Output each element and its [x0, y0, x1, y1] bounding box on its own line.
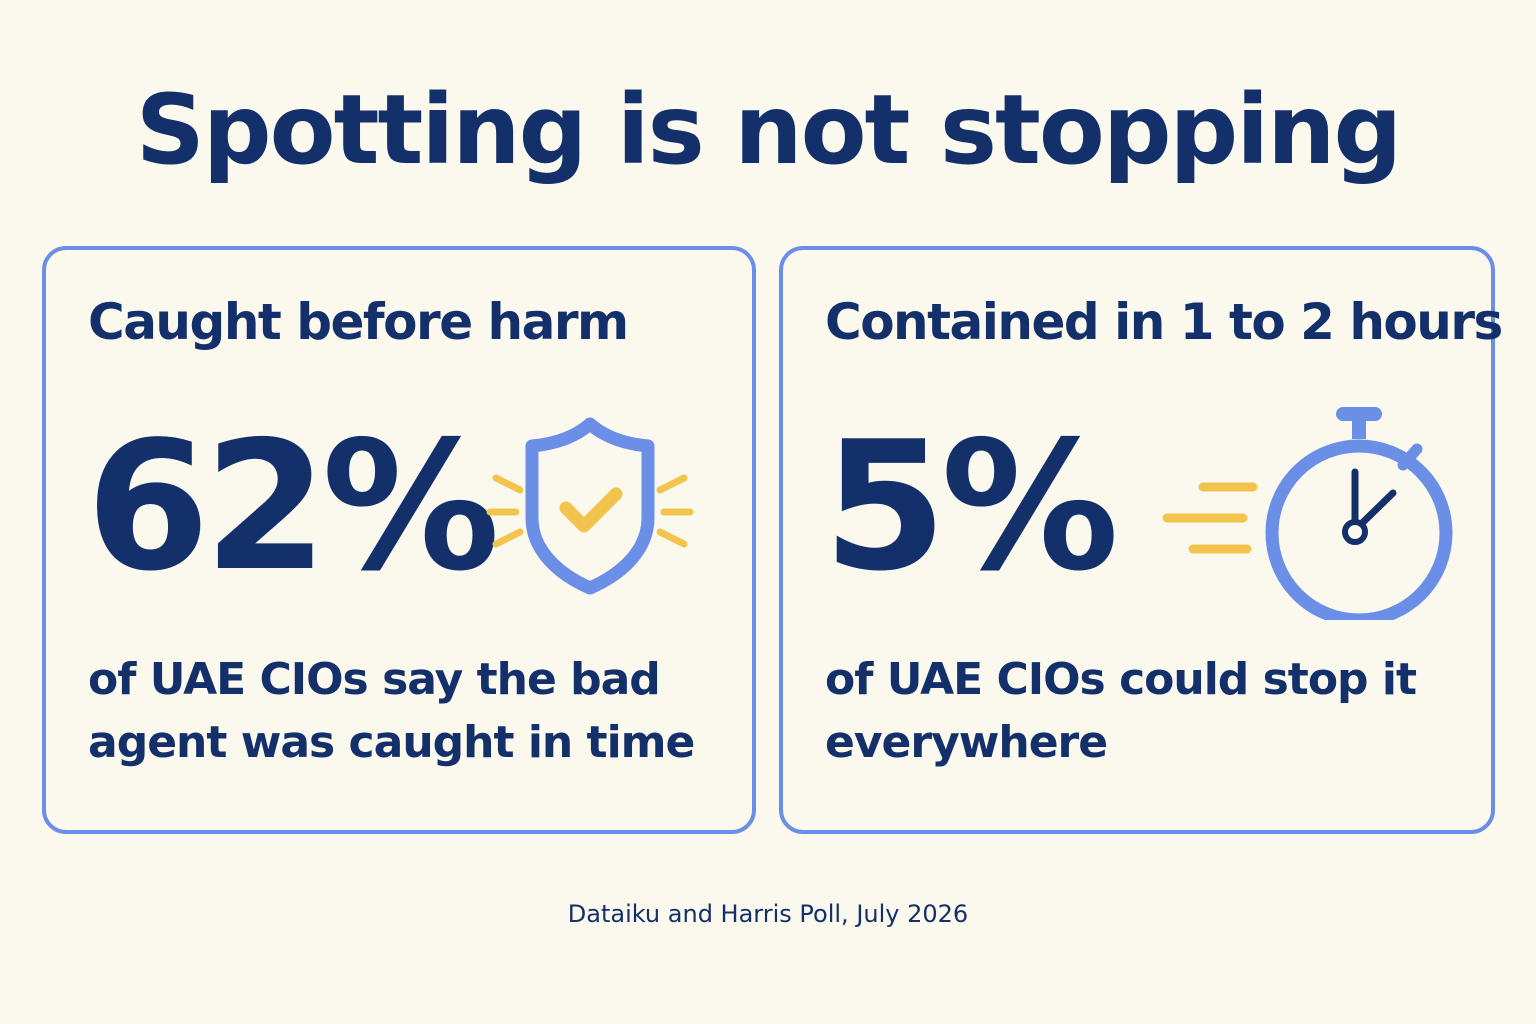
stat-card-caught: Caught before harm 62% of UAE CIOs say t…	[42, 246, 756, 834]
stat-description: of UAE CIOs say the bad agent was caught…	[88, 654, 695, 768]
shield-check-icon	[476, 410, 726, 600]
card-heading: Caught before harm	[88, 293, 629, 351]
stat-description: of UAE CIOs could stop it everywhere	[825, 654, 1417, 768]
page-title: Spotting is not stopping	[135, 74, 1402, 186]
stat-value: 5%	[823, 403, 1119, 610]
stat-value: 62%	[86, 403, 500, 610]
card-heading: Contained in 1 to 2 hours	[825, 293, 1503, 351]
source-caption: Dataiku and Harris Poll, July 2026	[567, 900, 969, 928]
stat-card-contained: Contained in 1 to 2 hours 5% of UAE CIOs…	[779, 246, 1503, 834]
stopwatch-icon	[1153, 405, 1453, 627]
